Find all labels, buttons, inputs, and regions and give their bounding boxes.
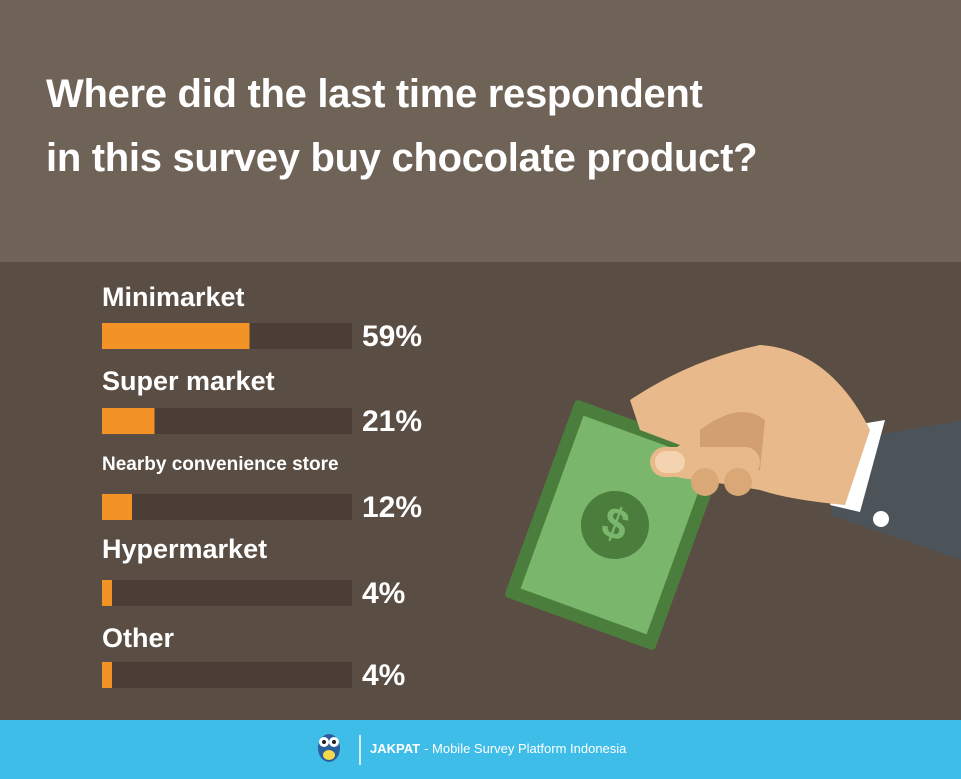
bar-track	[102, 580, 352, 606]
bar-track	[102, 662, 352, 688]
value-label: 4%	[362, 659, 405, 692]
footer-band	[0, 720, 961, 779]
category-label: Hypermarket	[102, 534, 267, 564]
header-band	[0, 0, 961, 262]
footer-text: JAKPAT - Mobile Survey Platform Indonesia	[370, 741, 627, 756]
bar	[102, 408, 155, 434]
chart-title: Where did the last time respondent in th…	[46, 72, 758, 180]
illustration: $	[505, 345, 961, 650]
bar	[102, 494, 132, 520]
footer-tagline: - Mobile Survey Platform Indonesia	[424, 741, 627, 756]
category-label: Super market	[102, 366, 275, 396]
bar-track	[102, 494, 352, 520]
category-label: Nearby convenience store	[102, 454, 339, 475]
footer-logo	[318, 734, 340, 762]
footer-brand: JAKPAT	[370, 741, 420, 756]
bar	[102, 580, 112, 606]
category-label: Other	[102, 623, 175, 653]
value-label: 4%	[362, 577, 405, 610]
value-label: 59%	[362, 320, 422, 353]
bar	[102, 323, 250, 349]
category-label: Minimarket	[102, 282, 245, 312]
value-label: 12%	[362, 491, 422, 524]
value-label: 21%	[362, 405, 422, 438]
bar	[102, 662, 112, 688]
